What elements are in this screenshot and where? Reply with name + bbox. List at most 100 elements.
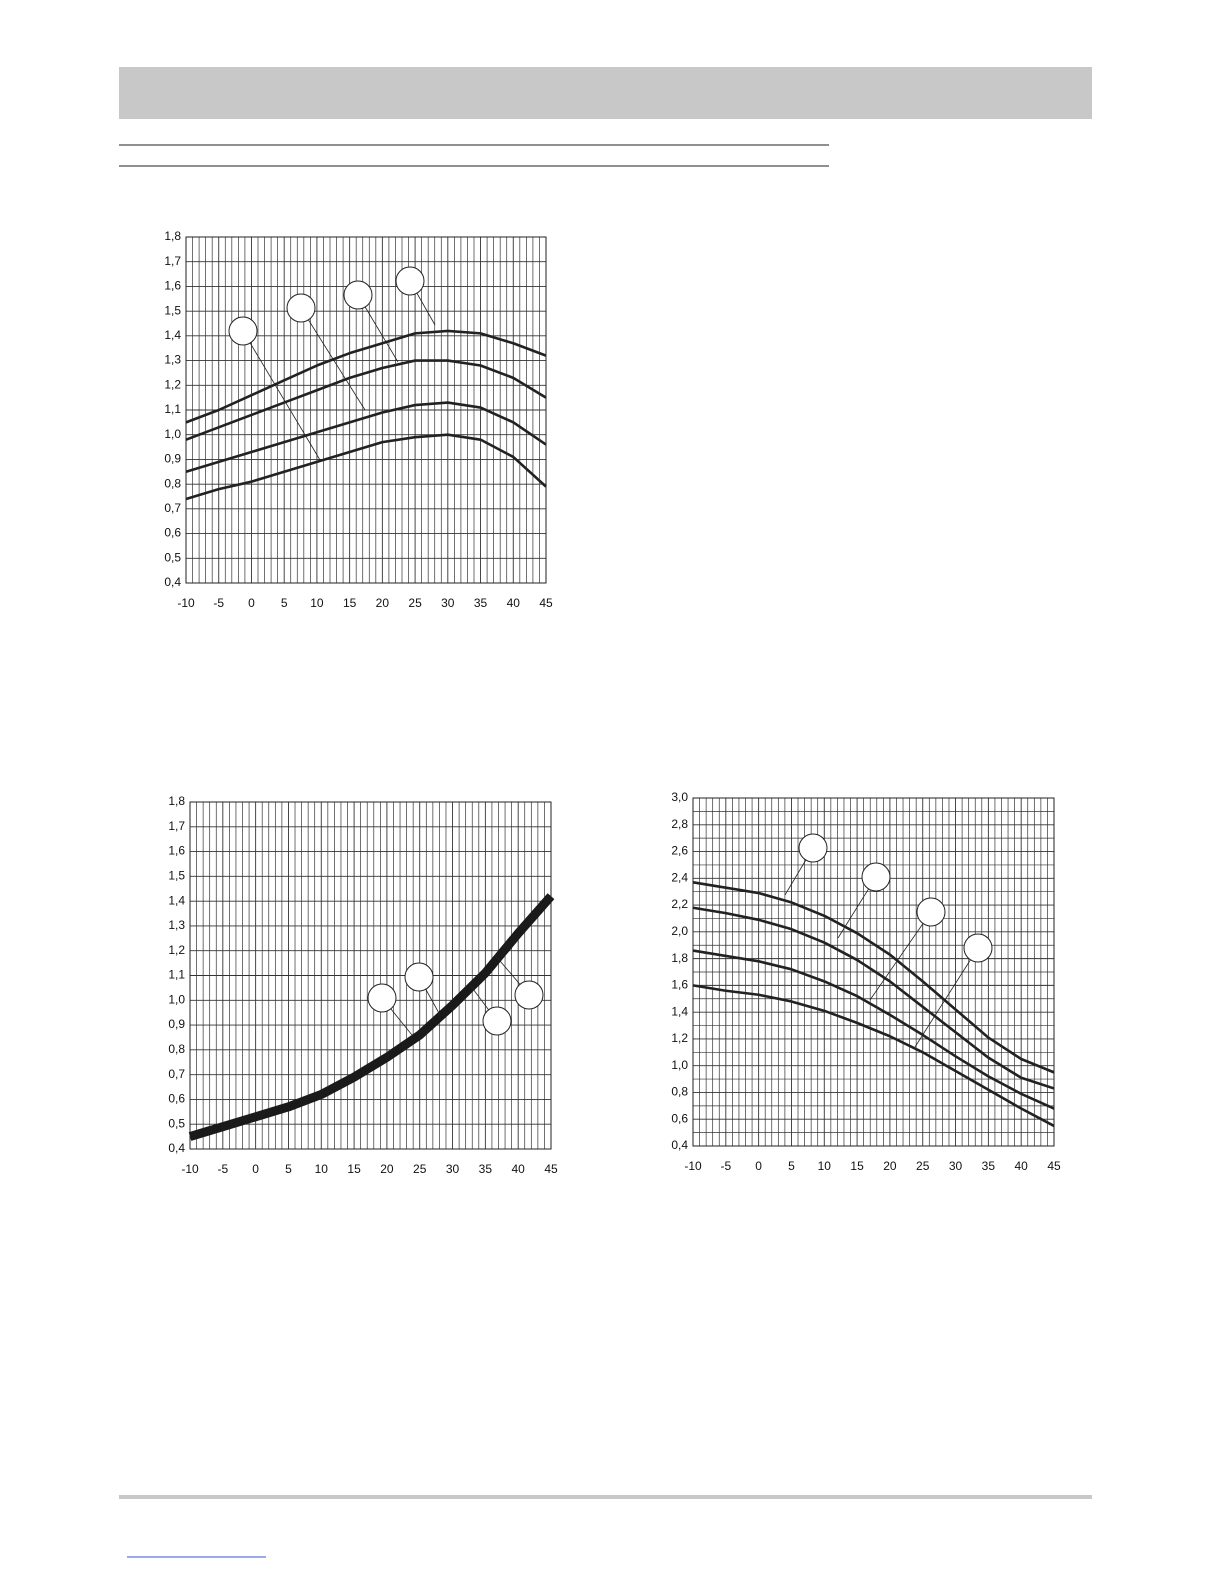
y-tick-label: 1,4 (164, 328, 181, 342)
y-tick-label: 2,2 (671, 897, 688, 911)
callout-circle (514, 980, 544, 1010)
leader-line (914, 947, 979, 1048)
y-tick-label: 1,0 (164, 427, 181, 441)
x-tick-label: 40 (507, 596, 521, 610)
x-tick-label: 40 (1015, 1159, 1029, 1173)
y-tick-label: 0,8 (671, 1085, 688, 1099)
plot-frame (185, 236, 547, 584)
x-tick-label: 5 (281, 596, 288, 610)
y-tick-label: 1,3 (168, 918, 185, 932)
footer-bar (119, 1495, 1092, 1499)
callout-circle (963, 933, 993, 963)
callouts (228, 266, 993, 1048)
y-tick-label: 2,0 (671, 924, 688, 938)
x-tick-label: 45 (544, 1162, 558, 1176)
series-line (692, 906, 1055, 1090)
leader-line (869, 911, 932, 1001)
y-tick-label: 0,4 (164, 575, 181, 589)
callout-circle (482, 1006, 512, 1036)
x-tick-label: -10 (684, 1159, 702, 1173)
chart: -10 -5 0 5 10 15 20 25 30 35 40 45 0,4 0,5 0,6 0,7 0,8 0,… (168, 794, 558, 1176)
x-tick-label: 30 (949, 1159, 963, 1173)
chart: -10 -5 0 5 10 15 20 25 30 35 40 45 0,4 0,6 0,8 1,0 1,2 1,… (671, 790, 1061, 1173)
y-tick-label: 0,8 (168, 1042, 185, 1056)
callout-circle (861, 862, 891, 892)
y-tick-label: 1,5 (164, 303, 181, 317)
series-line (185, 359, 547, 441)
x-tick-label: 30 (441, 596, 455, 610)
y-tick-label: 1,3 (164, 353, 181, 367)
x-tick-label: 20 (380, 1162, 394, 1176)
y-tick-label: 1,4 (671, 1004, 688, 1018)
x-tick-label: 5 (285, 1162, 292, 1176)
x-tick-label: 15 (850, 1159, 864, 1173)
y-tick-label: 0,4 (671, 1138, 688, 1152)
y-tick-label: 1,0 (671, 1058, 688, 1072)
x-tick-label: 25 (408, 596, 422, 610)
y-tick-label: 0,9 (164, 452, 181, 466)
y-tick-label: 3,0 (671, 790, 688, 804)
x-tick-label: 30 (446, 1162, 460, 1176)
y-tick-label: 0,4 (168, 1141, 185, 1155)
y-tick-label: 0,7 (168, 1067, 185, 1081)
series-line (692, 881, 1055, 1074)
y-tick-label: 1,4 (168, 893, 185, 907)
y-tick-label: 2,4 (671, 870, 688, 884)
y-tick-label: 1,8 (671, 951, 688, 965)
y-tick-label: 1,1 (164, 402, 181, 416)
callout-circle (404, 962, 434, 992)
leader-line (242, 330, 321, 461)
x-tick-label: -5 (720, 1159, 731, 1173)
y-tick-label: 0,5 (164, 550, 181, 564)
y-tick-label: 0,5 (168, 1116, 185, 1130)
y-tick-label: 1,1 (168, 968, 185, 982)
callout-circle (395, 266, 425, 296)
callout-circle (286, 293, 316, 323)
x-tick-label: 40 (512, 1162, 526, 1176)
y-tick-label: 2,8 (671, 817, 688, 831)
header-bar (119, 67, 1092, 119)
y-tick-label: 1,6 (164, 279, 181, 293)
leader-line (300, 307, 366, 411)
x-tick-label: 5 (788, 1159, 795, 1173)
y-tick-label: 0,6 (671, 1111, 688, 1125)
x-tick-label: 35 (474, 596, 488, 610)
y-tick-label: 1,2 (168, 943, 185, 957)
y-tick-label: 0,6 (164, 526, 181, 540)
charts: -10 -5 0 5 10 15 20 25 30 35 40 45 0,4 0,5 0,6 0,7 0,8 0,… (164, 229, 1061, 1176)
series-line (692, 949, 1055, 1110)
y-tick-label: 0,9 (168, 1017, 185, 1031)
y-tick-label: 1,8 (168, 794, 185, 808)
x-tick-label: 10 (818, 1159, 832, 1173)
y-tick-label: 1,2 (671, 1031, 688, 1045)
y-tick-label: 1,0 (168, 992, 185, 1006)
x-tick-label: 20 (883, 1159, 897, 1173)
x-tick-label: -5 (217, 1162, 228, 1176)
x-tick-label: 0 (755, 1159, 762, 1173)
callout-circle (367, 983, 397, 1013)
x-tick-label: 25 (413, 1162, 427, 1176)
plot-frame (189, 801, 552, 1150)
x-tick-label: 15 (343, 596, 357, 610)
y-tick-label: 1,8 (164, 229, 181, 243)
y-tick-label: 1,6 (168, 844, 185, 858)
y-tick-label: 1,6 (671, 978, 688, 992)
callout-circle (798, 833, 828, 863)
y-tick-label: 0,6 (168, 1092, 185, 1106)
callout-circle (916, 897, 946, 927)
y-tick-label: 1,7 (164, 254, 181, 268)
x-tick-label: -10 (181, 1162, 199, 1176)
x-tick-label: 20 (376, 596, 390, 610)
x-tick-label: 45 (539, 596, 553, 610)
x-tick-label: -5 (213, 596, 224, 610)
series-line (185, 401, 547, 474)
x-tick-label: 0 (252, 1162, 259, 1176)
y-tick-label: 0,7 (164, 501, 181, 515)
callout-circle (228, 316, 258, 346)
y-tick-label: 0,8 (164, 476, 181, 490)
series-line (692, 984, 1055, 1128)
series-line (188, 893, 555, 1141)
x-tick-label: 10 (315, 1162, 329, 1176)
